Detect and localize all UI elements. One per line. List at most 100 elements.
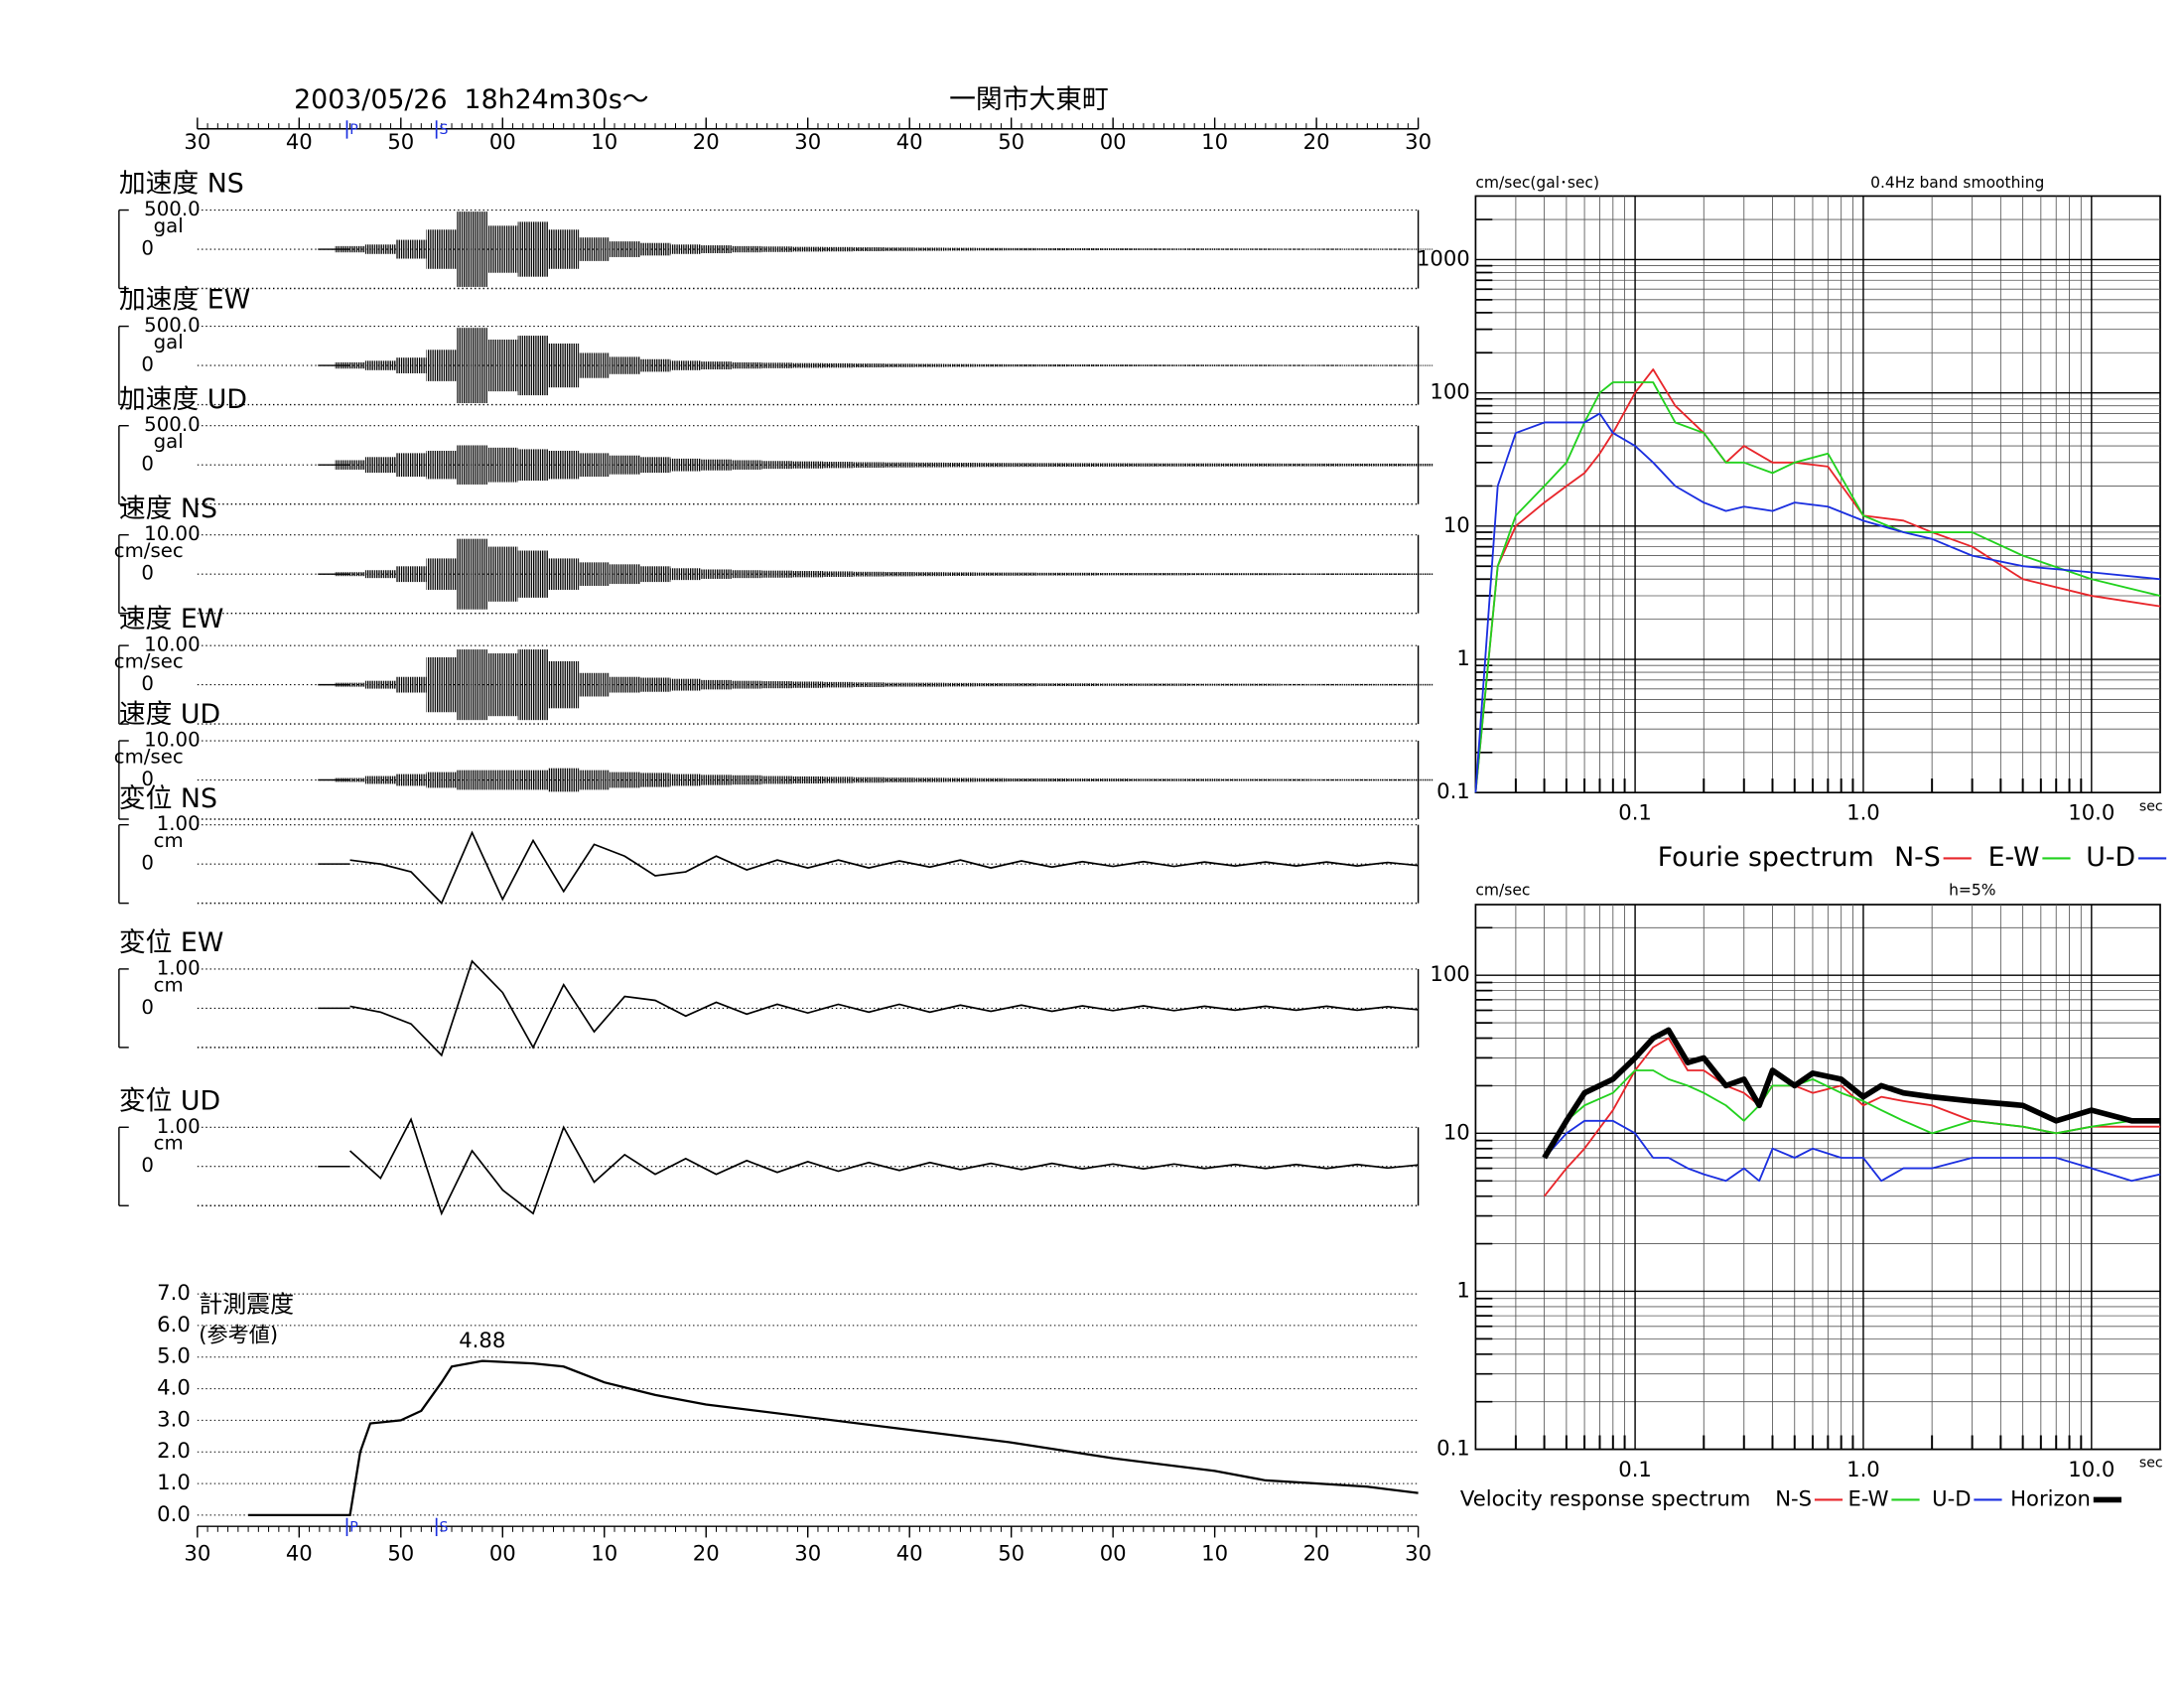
y-tick-label: 0 — [141, 852, 154, 875]
trace-envelope — [701, 361, 732, 370]
trace-envelope — [609, 676, 640, 693]
unit-label: cm — [154, 1132, 184, 1155]
trace-envelope — [395, 774, 427, 786]
x-tick-label: 50 — [387, 1540, 414, 1565]
trace-envelope — [853, 363, 885, 368]
trace-envelope — [884, 247, 915, 251]
trace-envelope — [1372, 573, 1404, 575]
trace-envelope — [1097, 248, 1129, 250]
trace-envelope — [395, 239, 427, 259]
trace-envelope — [945, 462, 976, 468]
trace-envelope — [1189, 683, 1220, 686]
trace-envelope — [914, 247, 946, 251]
y-tick-label: 10 — [1443, 512, 1470, 537]
trace-envelope — [1036, 572, 1068, 576]
x-tick-label: 20 — [693, 129, 720, 154]
trace-envelope — [1067, 364, 1098, 367]
trace-envelope — [1006, 572, 1037, 576]
trace-envelope — [1310, 573, 1342, 575]
trace-envelope — [426, 350, 458, 381]
trace-envelope — [579, 352, 610, 378]
trace-envelope — [792, 461, 824, 469]
x-tick-label: 10 — [591, 1540, 617, 1565]
trace-envelope — [975, 572, 1007, 576]
phase-label: S — [439, 122, 448, 138]
y-tick-label: 10.00 — [144, 633, 201, 656]
y-tick-label: 1 — [1456, 1277, 1469, 1302]
trace-envelope — [457, 649, 487, 721]
trace-envelope — [517, 770, 549, 790]
trace-envelope — [335, 361, 365, 369]
y-tick-label: 6.0 — [157, 1312, 191, 1336]
trace-envelope — [395, 566, 427, 583]
x-tick-label: 20 — [1303, 1540, 1330, 1565]
panel-title: 加速度 UD — [119, 384, 247, 415]
x-tick-label: 10 — [1201, 129, 1228, 154]
trace-envelope — [1250, 364, 1282, 366]
trace-envelope — [761, 775, 793, 784]
trace-envelope — [823, 462, 854, 469]
trace-envelope — [335, 460, 365, 470]
trace-envelope — [1372, 778, 1404, 781]
x-axis-unit: sec — [2139, 1456, 2163, 1472]
trace-envelope — [395, 453, 427, 478]
trace-envelope — [914, 777, 946, 782]
trace-envelope — [1036, 683, 1068, 687]
trace-envelope — [761, 570, 793, 578]
trace-envelope — [579, 672, 610, 697]
trace-envelope — [639, 242, 671, 256]
trace-envelope — [1159, 778, 1190, 781]
trace-envelope — [579, 770, 610, 790]
y-tick-label: 10.00 — [144, 522, 201, 545]
y-tick-label: 100 — [1430, 379, 1469, 404]
trace-envelope — [1219, 683, 1251, 686]
trace-envelope — [486, 340, 518, 392]
trace-envelope — [1006, 463, 1037, 468]
x-tick-label: 00 — [1100, 1540, 1127, 1565]
y-tick-label: 0 — [141, 237, 154, 260]
y-tick-label: 7.0 — [157, 1280, 191, 1305]
trace-envelope — [670, 244, 702, 254]
trace-envelope — [335, 777, 365, 782]
trace-envelope — [761, 246, 793, 252]
trace-envelope — [1128, 248, 1160, 250]
trace-envelope — [1036, 463, 1068, 468]
y-tick-label: 0 — [141, 1154, 154, 1177]
x-tick-label: 1.0 — [1846, 1457, 1880, 1481]
trace-envelope — [1250, 248, 1282, 250]
trace-envelope — [1403, 248, 1433, 250]
x-tick-label: 10.0 — [2068, 1457, 2115, 1481]
y-tick-label: 2.0 — [157, 1438, 191, 1463]
trace-envelope — [1036, 363, 1068, 367]
trace-envelope — [1281, 248, 1311, 250]
plot-frame — [1474, 904, 2161, 1451]
x-tick-label: 40 — [896, 129, 923, 154]
trace-line — [348, 1117, 1419, 1216]
trace-envelope — [884, 572, 915, 577]
trace-envelope — [1372, 463, 1404, 467]
trace-envelope — [914, 572, 946, 577]
spectrum-line — [1474, 412, 2161, 793]
x-tick-label: 00 — [1100, 129, 1127, 154]
panel-title: 変位 UD — [119, 1085, 220, 1116]
trace-envelope — [548, 768, 580, 792]
chart-subtitle: (参考値) — [199, 1322, 278, 1346]
trace-envelope — [457, 328, 487, 403]
trace-envelope — [426, 450, 458, 480]
trace-envelope — [670, 458, 702, 472]
x-tick-label: 20 — [693, 1540, 720, 1565]
legend-label: Horizon — [2010, 1485, 2091, 1510]
trace-envelope — [548, 660, 580, 709]
trace-envelope — [609, 356, 640, 374]
x-tick-label: 30 — [1405, 1540, 1432, 1565]
trace-envelope — [701, 245, 732, 253]
trace-envelope — [548, 343, 580, 388]
panel-title: 加速度 EW — [119, 285, 250, 316]
trace-envelope — [731, 570, 762, 579]
x-tick-label: 40 — [896, 1540, 923, 1565]
trace-envelope — [1159, 248, 1190, 250]
trace-envelope — [853, 247, 885, 252]
phase-label: P — [349, 1520, 358, 1536]
phase-label: P — [349, 122, 358, 138]
